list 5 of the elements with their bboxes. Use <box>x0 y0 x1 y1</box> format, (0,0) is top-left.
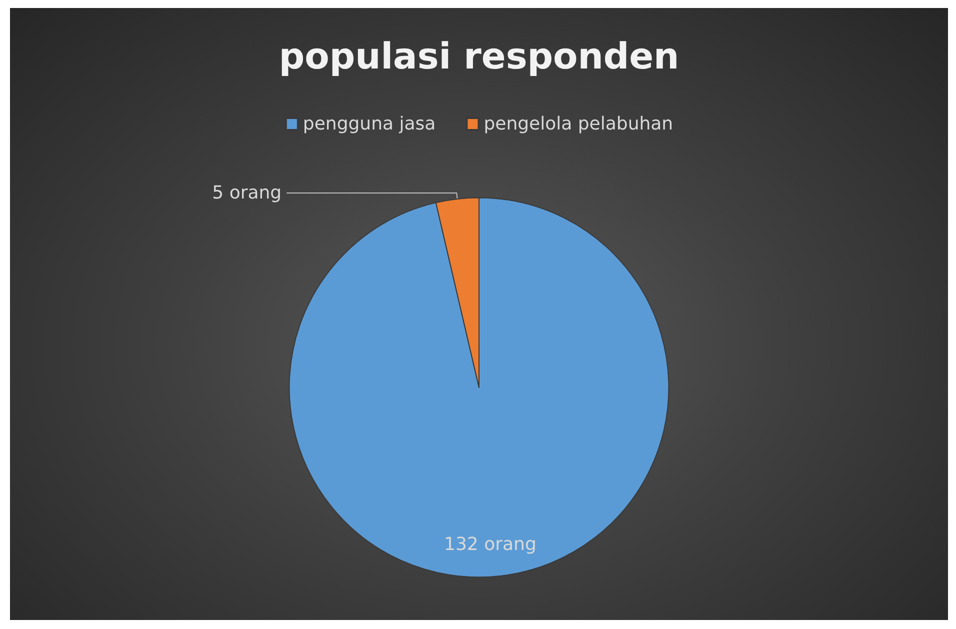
legend-label: pengguna jasa <box>302 114 436 134</box>
chart-title: populasi responden <box>278 36 680 78</box>
data-label: 5 orang <box>212 182 282 204</box>
legend-label: pengelola pelabuhan <box>484 114 674 134</box>
data-label: 132 orang <box>444 534 536 556</box>
